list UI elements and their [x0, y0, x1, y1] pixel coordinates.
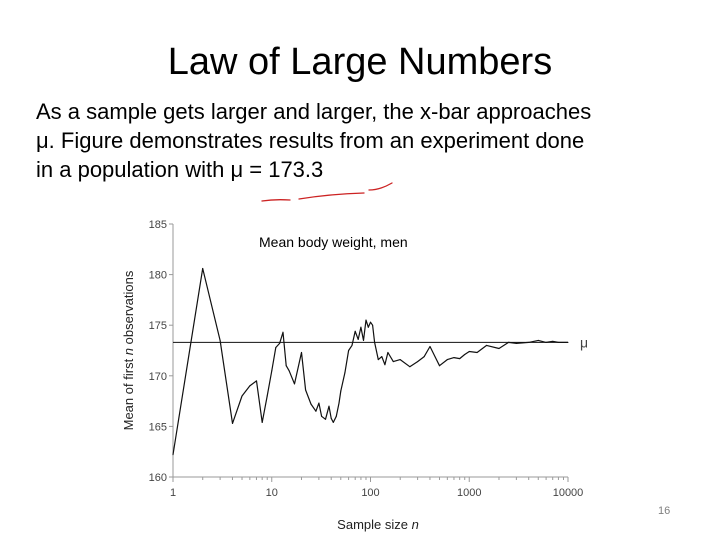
- body-line: As a sample gets larger and larger, the …: [36, 99, 592, 124]
- data-point: [392, 361, 394, 363]
- data-point: [498, 348, 500, 349]
- data-point: [266, 395, 268, 397]
- x-tick-label: 10000: [553, 487, 584, 499]
- data-point: [545, 341, 547, 343]
- x-tick-label: 1: [170, 487, 176, 499]
- data-point: [285, 365, 287, 367]
- data-point: [282, 331, 284, 333]
- x-axis-label: Sample size n: [337, 517, 419, 532]
- y-tick-label: 175: [149, 320, 167, 332]
- y-tick-label: 185: [149, 219, 167, 231]
- data-point: [348, 350, 350, 351]
- data-point: [417, 361, 419, 363]
- slide-title: Law of Large Numbers: [167, 41, 553, 83]
- data-point: [372, 324, 374, 326]
- data-point: [360, 326, 362, 328]
- data-point: [409, 366, 411, 368]
- data-point: [357, 338, 359, 340]
- data-point: [374, 341, 376, 343]
- data-point: [344, 372, 346, 374]
- data-point: [552, 340, 554, 342]
- data-point: [340, 390, 342, 392]
- data-point: [354, 330, 356, 332]
- data-point: [370, 321, 371, 323]
- data-point: [486, 344, 488, 346]
- y-tick-label: 160: [149, 472, 167, 484]
- data-point: [399, 359, 401, 361]
- x-tick-label: 1000: [457, 487, 481, 499]
- data-point: [365, 319, 367, 321]
- data-point: [476, 352, 478, 353]
- series-line: [172, 267, 568, 455]
- data-point: [305, 389, 307, 391]
- x-tick-label: 100: [361, 487, 379, 499]
- reference-label-mu: μ: [580, 334, 588, 350]
- data-point: [288, 370, 290, 372]
- x-tick-label: 10: [266, 487, 278, 499]
- data-point: [515, 342, 517, 344]
- data-point: [256, 380, 257, 382]
- data-point: [275, 347, 277, 348]
- data-point: [315, 410, 317, 412]
- data-point: [330, 417, 332, 419]
- data-point: [381, 356, 383, 358]
- data-point: [172, 454, 174, 456]
- data-point: [468, 351, 470, 352]
- data-point: [384, 364, 386, 366]
- data-point: [321, 415, 323, 417]
- data-point: [528, 341, 530, 343]
- data-point: [557, 341, 559, 343]
- data-point: [338, 402, 340, 404]
- y-tick-label: 165: [149, 421, 167, 433]
- data-point: [294, 383, 295, 385]
- data-point: [429, 346, 431, 347]
- data-point: [279, 342, 281, 344]
- data-point: [232, 422, 233, 424]
- data-point: [335, 415, 337, 417]
- body-text: As a sample gets larger and larger, the …: [36, 97, 706, 184]
- data-point: [249, 385, 251, 387]
- data-point: [537, 339, 539, 341]
- y-tick-label: 170: [149, 371, 167, 383]
- data-point: [325, 418, 326, 420]
- data-point: [301, 352, 302, 353]
- data-point: [351, 344, 353, 346]
- line-chart: 160 165 170 175 180 185 1 10 100 1000 10000 Sample …: [121, 219, 588, 532]
- data-point: [423, 356, 425, 358]
- data-point: [202, 268, 204, 269]
- data-point: [439, 365, 440, 367]
- body-line: μ. Figure demonstrates results from an e…: [36, 128, 585, 154]
- data-point: [377, 359, 379, 361]
- data-point: [310, 403, 312, 405]
- data-point: [241, 395, 243, 397]
- data-point: [219, 339, 221, 341]
- data-point: [464, 354, 466, 355]
- data-point: [387, 352, 389, 353]
- data-point: [453, 357, 455, 359]
- data-point: [367, 326, 369, 328]
- chart: 160 165 170 175 180 185 1 10 100 1000 10000 Sample …: [110, 210, 610, 540]
- body-line: in a population with μ = 173.3: [36, 157, 324, 183]
- data-point: [508, 341, 509, 343]
- data-point: [318, 402, 320, 404]
- data-point: [261, 421, 263, 423]
- data-point: [446, 359, 448, 361]
- data-point: [271, 370, 273, 372]
- y-tick-label: 180: [149, 270, 167, 282]
- data-point: [567, 341, 569, 343]
- data-point: [459, 358, 461, 360]
- slide-number: 16: [658, 505, 671, 517]
- data-point: [363, 339, 364, 341]
- data-point: [328, 405, 330, 407]
- data-point: [332, 421, 334, 423]
- chart-title: Mean body weight, men: [259, 234, 408, 250]
- data-point: [434, 356, 436, 358]
- y-axis-label: Mean of first n observations: [121, 270, 136, 430]
